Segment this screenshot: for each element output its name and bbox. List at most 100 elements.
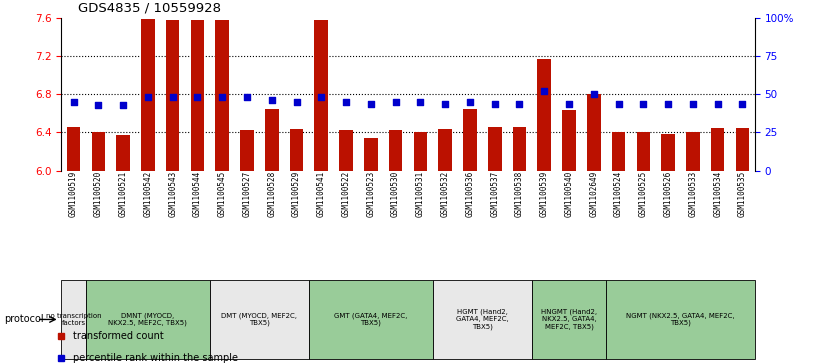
Text: DMT (MYOCD, MEF2C,
TBX5): DMT (MYOCD, MEF2C, TBX5)	[221, 313, 297, 326]
Text: percentile rank within the sample: percentile rank within the sample	[73, 353, 238, 363]
Point	[488, 101, 501, 106]
Point	[439, 101, 452, 106]
Text: GSM1100520: GSM1100520	[94, 171, 103, 217]
Bar	[309, 280, 432, 359]
Bar	[314, 20, 328, 171]
Text: GSM1100534: GSM1100534	[713, 171, 722, 217]
Text: GSM1100521: GSM1100521	[118, 171, 127, 217]
Text: GSM1100523: GSM1100523	[366, 171, 375, 217]
Bar	[711, 128, 725, 171]
Bar	[532, 280, 606, 359]
Bar	[86, 280, 210, 359]
Text: GSM1100526: GSM1100526	[663, 171, 672, 217]
Point	[686, 101, 699, 106]
Point	[191, 94, 204, 100]
Text: HGMT (Hand2,
GATA4, MEF2C,
TBX5): HGMT (Hand2, GATA4, MEF2C, TBX5)	[456, 309, 508, 330]
Text: GSM1100536: GSM1100536	[465, 171, 474, 217]
Bar	[432, 280, 532, 359]
Text: GSM1100519: GSM1100519	[69, 171, 78, 217]
Bar	[686, 131, 699, 171]
Bar	[166, 20, 180, 171]
Point	[290, 99, 303, 105]
Point	[265, 98, 278, 103]
Bar	[215, 20, 229, 171]
Point	[612, 101, 625, 106]
Point	[463, 99, 477, 105]
Text: GSM1100533: GSM1100533	[689, 171, 698, 217]
Text: transformed count: transformed count	[73, 331, 164, 341]
Text: GSM1100528: GSM1100528	[268, 171, 277, 217]
Bar	[414, 131, 428, 171]
Text: GSM1100540: GSM1100540	[565, 171, 574, 217]
Text: GSM1100529: GSM1100529	[292, 171, 301, 217]
Bar	[117, 135, 130, 171]
Text: GSM1100537: GSM1100537	[490, 171, 499, 217]
Text: GSM1100539: GSM1100539	[539, 171, 548, 217]
Point	[389, 99, 402, 105]
Bar	[438, 129, 452, 171]
Bar	[141, 19, 155, 171]
Bar	[538, 59, 551, 171]
Text: NGMT (NKX2.5, GATA4, MEF2C,
TBX5): NGMT (NKX2.5, GATA4, MEF2C, TBX5)	[626, 313, 734, 326]
Text: DMNT (MYOCD,
NKX2.5, MEF2C, TBX5): DMNT (MYOCD, NKX2.5, MEF2C, TBX5)	[109, 313, 188, 326]
Bar	[735, 128, 749, 171]
Text: GSM1100525: GSM1100525	[639, 171, 648, 217]
Text: GMT (GATA4, MEF2C,
TBX5): GMT (GATA4, MEF2C, TBX5)	[335, 313, 407, 326]
Point	[215, 94, 228, 100]
Bar	[488, 127, 502, 171]
Bar	[67, 127, 81, 171]
Text: GSM1100531: GSM1100531	[416, 171, 425, 217]
Point	[339, 99, 353, 105]
Point	[513, 101, 526, 106]
Bar	[364, 138, 378, 171]
Point	[414, 99, 427, 105]
Text: GSM1100543: GSM1100543	[168, 171, 177, 217]
Bar	[61, 280, 86, 359]
Text: HNGMT (Hand2,
NKX2.5, GATA4,
MEF2C, TBX5): HNGMT (Hand2, NKX2.5, GATA4, MEF2C, TBX5…	[541, 309, 597, 330]
Bar	[265, 109, 278, 171]
Text: GSM1100541: GSM1100541	[317, 171, 326, 217]
Point	[736, 101, 749, 106]
Bar	[606, 280, 755, 359]
Bar	[512, 127, 526, 171]
Point	[636, 101, 650, 106]
Text: GSM1100524: GSM1100524	[614, 171, 623, 217]
Point	[117, 102, 130, 108]
Bar	[587, 94, 601, 171]
Bar	[191, 20, 204, 171]
Text: GSM1102649: GSM1102649	[589, 171, 598, 217]
Point	[166, 94, 180, 100]
Point	[241, 94, 254, 100]
Text: GSM1100527: GSM1100527	[242, 171, 251, 217]
Point	[364, 101, 377, 106]
Bar	[661, 134, 675, 171]
Text: GSM1100544: GSM1100544	[193, 171, 202, 217]
Point	[588, 91, 601, 97]
Bar	[612, 131, 625, 171]
Point	[315, 94, 328, 100]
Text: GSM1100530: GSM1100530	[391, 171, 400, 217]
Bar	[562, 110, 576, 171]
Text: GSM1100542: GSM1100542	[144, 171, 153, 217]
Bar	[210, 280, 309, 359]
Point	[92, 102, 105, 108]
Bar	[636, 132, 650, 171]
Text: GSM1100535: GSM1100535	[738, 171, 747, 217]
Point	[562, 101, 575, 106]
Text: no transcription
factors: no transcription factors	[46, 313, 101, 326]
Text: GSM1100545: GSM1100545	[218, 171, 227, 217]
Text: GDS4835 / 10559928: GDS4835 / 10559928	[78, 1, 220, 15]
Bar	[240, 130, 254, 171]
Bar	[388, 130, 402, 171]
Bar	[91, 131, 105, 171]
Point	[711, 101, 724, 106]
Bar	[463, 109, 477, 171]
Text: protocol: protocol	[4, 314, 44, 325]
Point	[141, 94, 154, 100]
Bar	[290, 129, 304, 171]
Point	[67, 99, 80, 105]
Text: GSM1100522: GSM1100522	[342, 171, 351, 217]
Point	[662, 101, 675, 106]
Text: GSM1100538: GSM1100538	[515, 171, 524, 217]
Bar	[339, 130, 353, 171]
